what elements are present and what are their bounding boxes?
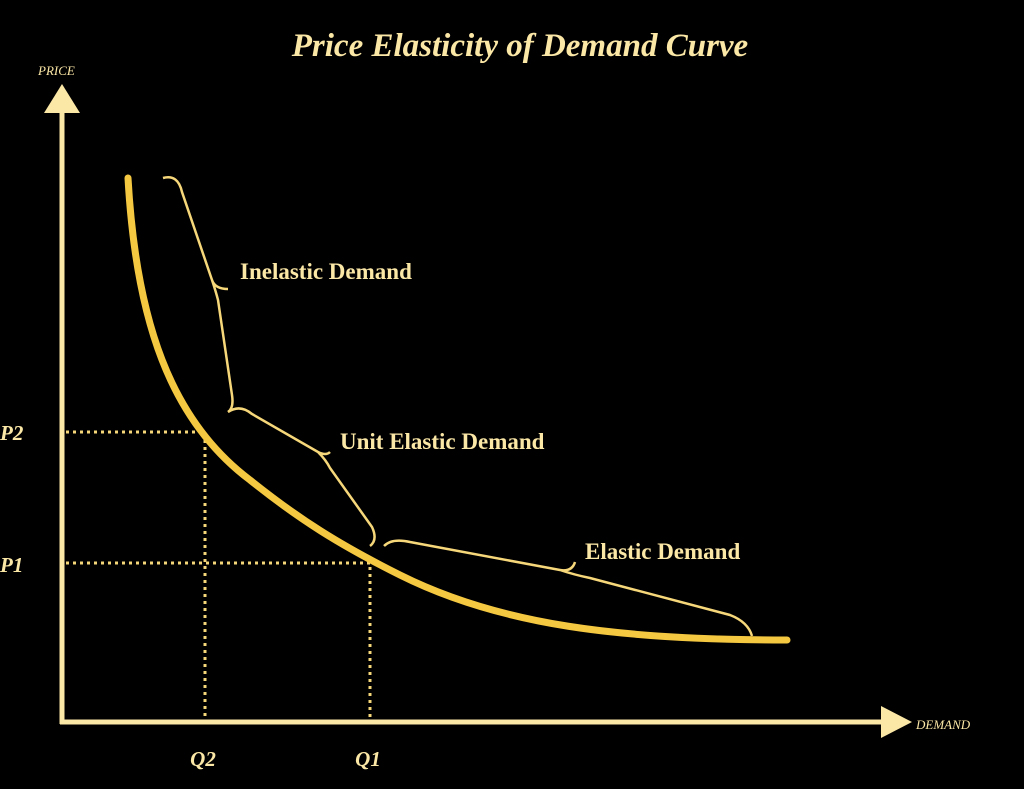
unit-elastic-brace xyxy=(227,407,376,547)
x-tick-label: Q1 xyxy=(355,747,381,771)
title: Price Elasticity of Demand Curve xyxy=(291,28,748,64)
demand-curve xyxy=(124,174,791,644)
x-tick-label: Q2 xyxy=(190,747,216,771)
region-label: Elastic Demand xyxy=(585,539,740,564)
p2-q2-guide xyxy=(66,430,207,720)
inelastic-brace xyxy=(162,176,234,414)
elastic-brace xyxy=(383,539,754,637)
y-tick-label: P1 xyxy=(0,553,23,577)
y-tick-label: P2 xyxy=(0,421,24,445)
region-label: Unit Elastic Demand xyxy=(340,429,545,454)
y-axis-label: PRICE xyxy=(37,63,75,78)
y-axis-arrow xyxy=(44,84,80,113)
x-axis-arrow xyxy=(881,706,912,738)
region-label: Inelastic Demand xyxy=(240,259,412,284)
x-axis-label: DEMAND xyxy=(915,717,971,732)
